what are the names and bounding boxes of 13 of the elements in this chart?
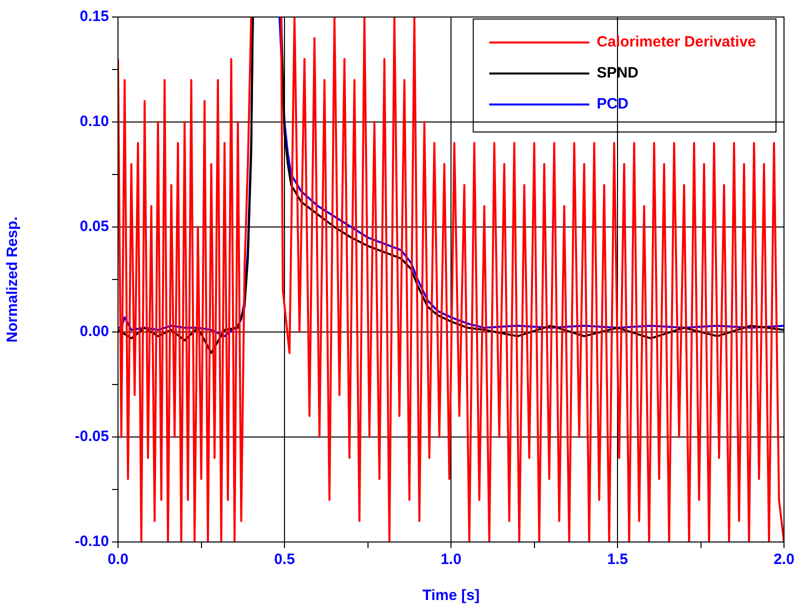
x-axis-title: Time [s]	[422, 587, 480, 604]
y-axis-title: Normalized Resp.	[4, 216, 22, 342]
y-tick-label: 0.15	[80, 8, 109, 26]
y-tick-label: -0.10	[74, 533, 109, 550]
y-tick-label: 0.10	[80, 113, 109, 130]
x-tick-label: 2.0	[774, 551, 794, 568]
x-tick-label: 1.5	[607, 551, 628, 568]
y-tick-label: 0.00	[80, 323, 109, 340]
x-tick-label: 0.5	[274, 551, 295, 568]
y-tick-label: 0.05	[80, 218, 109, 236]
x-tick-label: 0.0	[108, 551, 128, 568]
y-tick-label: -0.05	[74, 428, 109, 446]
x-tick-label: 1.0	[440, 551, 462, 568]
